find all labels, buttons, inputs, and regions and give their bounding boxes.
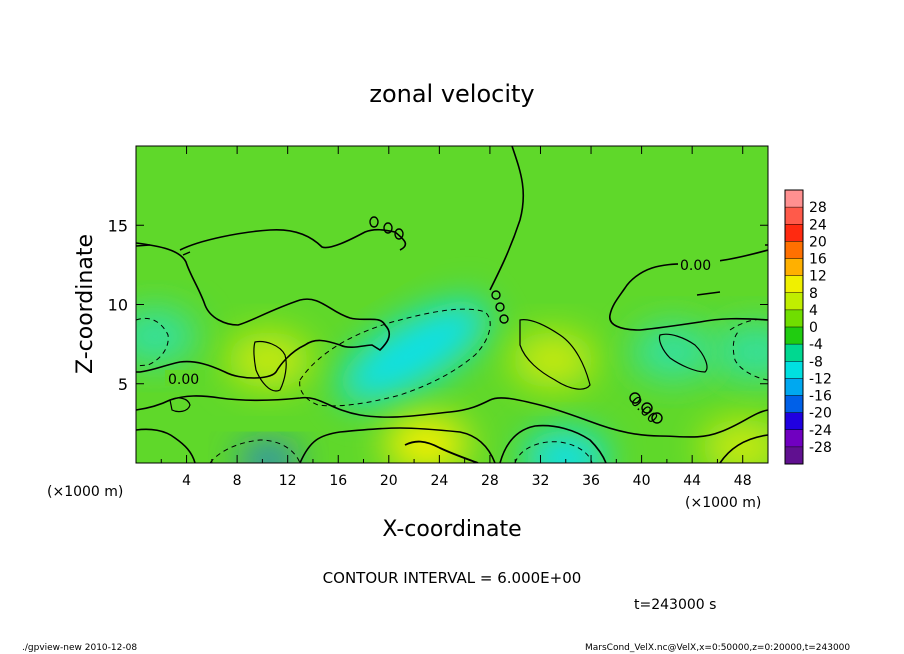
- colorbar-segment: [785, 241, 803, 259]
- x-tick-label: 32: [532, 473, 550, 489]
- y-tick-label: 15: [108, 216, 128, 235]
- colorbar-segment: [785, 327, 803, 345]
- shade-left-negative: [136, 308, 197, 365]
- colorbar-label: -12: [809, 371, 832, 387]
- chart-title: zonal velocity: [369, 80, 534, 108]
- footer-right: MarsCond_VelX.nc@VelX,x=0:50000,z=0:2000…: [585, 643, 851, 653]
- colorbar-segment: [785, 395, 803, 413]
- y-axis-label: Z-coordinate: [73, 234, 98, 374]
- colorbar-label: 20: [809, 234, 827, 250]
- zero-contour-upper: [136, 242, 390, 379]
- x-tick-label: 24: [430, 473, 448, 489]
- x-tick-label: 28: [481, 473, 499, 489]
- x-tick-label: 12: [279, 473, 297, 489]
- x-tick-label: 4: [182, 473, 191, 489]
- colorbar-segment: [785, 207, 803, 225]
- dashed-contours: [136, 308, 768, 463]
- x-tick-label: 8: [233, 473, 242, 489]
- colorbar-label: 12: [809, 269, 827, 285]
- contour-lines: [136, 146, 768, 463]
- x-tick-label: 20: [380, 473, 398, 489]
- small-contours: [169, 319, 708, 413]
- colorbar-label: 28: [809, 200, 827, 216]
- plot-area: 0.00 0.00 0.00: [136, 146, 768, 463]
- x-axis-unit-right: (×1000 m): [685, 495, 761, 511]
- colorbar-segment: [785, 446, 803, 464]
- shade-bottom-negative-1: [238, 445, 299, 463]
- colorbar-label: 24: [809, 217, 827, 233]
- contour-label-right: 0.00: [680, 258, 711, 274]
- x-tick-label: 40: [633, 473, 651, 489]
- colorbar-segment: [785, 429, 803, 447]
- colorbar-label: 8: [809, 286, 818, 302]
- colorbar-label: 4: [809, 303, 818, 319]
- y-tick-label: 5: [118, 375, 128, 394]
- colorbar-label: 16: [809, 252, 827, 268]
- colorbar-segment: [785, 361, 803, 379]
- x-tick-label: 48: [734, 473, 752, 489]
- zero-contour-top: [179, 146, 525, 291]
- colorbar-label: -16: [809, 389, 832, 405]
- x-tick-label: 44: [683, 473, 701, 489]
- x-axis-ticks: 4 8 12 16 20 24 28 32 36 40 44 48: [160, 146, 769, 489]
- y-axis-ticks: 5 10 15: [108, 216, 768, 394]
- x-axis-label: X-coordinate: [382, 517, 521, 542]
- contour-label-left: 0.00: [168, 372, 199, 388]
- contour-interval-text: CONTOUR INTERVAL = 6.000E+00: [323, 569, 582, 587]
- time-label: t=243000 s: [634, 597, 716, 613]
- x-axis-unit-left: (×1000 m): [47, 484, 123, 500]
- shade-mid-right-negative: [631, 324, 716, 381]
- colorbar-segment: [785, 224, 803, 242]
- x-tick-label: 16: [329, 473, 347, 489]
- shade-bottom-positive-3: [700, 419, 768, 463]
- colorbar-label: -20: [809, 406, 832, 422]
- footer-left: ./gpview-new 2010-12-08: [22, 643, 138, 653]
- colorbar-segment: [785, 412, 803, 430]
- dotted-islands: [136, 216, 768, 424]
- colorbar-label: -8: [809, 354, 823, 370]
- colorbar-segment: [785, 309, 803, 327]
- colorbar-segment: [785, 275, 803, 293]
- shade-main-negative-core: [338, 301, 490, 403]
- colorbar-label: -28: [809, 440, 832, 456]
- y-tick-label: 10: [108, 296, 128, 315]
- shade-bottom-positive-1: [384, 415, 469, 463]
- shade-right-negative: [713, 324, 768, 381]
- zero-contour-lower: [136, 395, 768, 438]
- colorbar-label: -4: [809, 337, 823, 353]
- shade-small-positive: [226, 331, 311, 388]
- colorbar-segment: [785, 258, 803, 276]
- colorbar-segment: [785, 190, 803, 208]
- colorbar-label: 0: [809, 320, 818, 336]
- x-tick-label: 36: [582, 473, 600, 489]
- colorbar-segment: [785, 378, 803, 396]
- shade-bottom-positive-2: [511, 331, 596, 388]
- colorbar-label: -24: [809, 423, 832, 439]
- colorbar-segment: [785, 292, 803, 310]
- colorbar-segment: [785, 344, 803, 362]
- positive-contour-core: [404, 440, 479, 463]
- zero-contour-bottom: [136, 424, 768, 463]
